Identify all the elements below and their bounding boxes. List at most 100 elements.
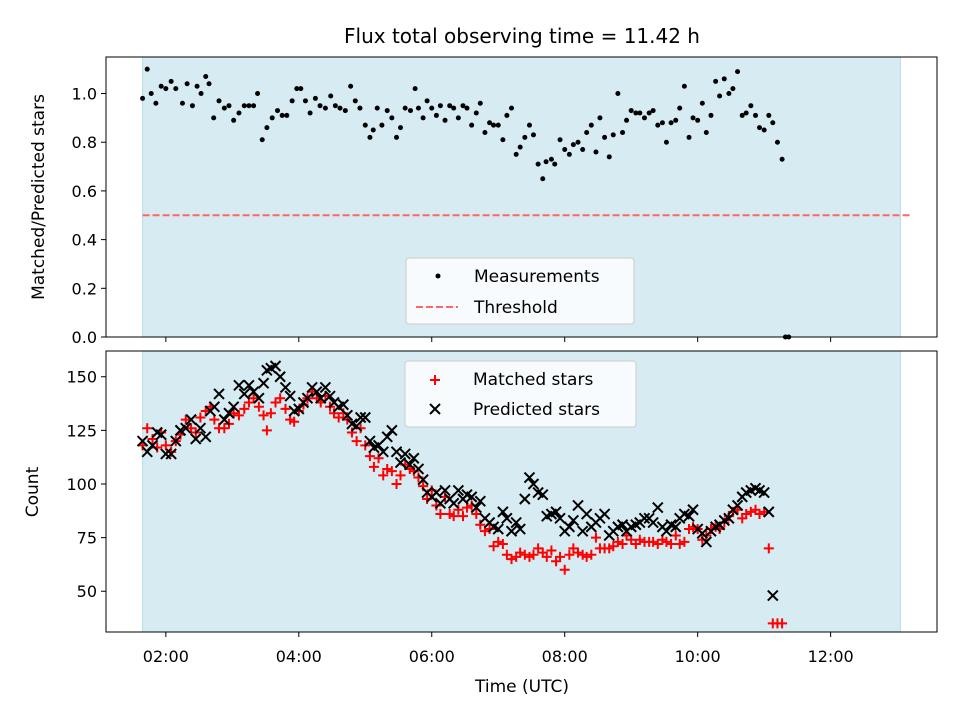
measurement-point	[198, 91, 204, 97]
measurement-point	[294, 86, 300, 92]
predicted-star-point	[194, 422, 207, 434]
measurement-point	[735, 69, 741, 75]
matched-star-point	[239, 403, 250, 414]
measurement-point	[686, 134, 692, 140]
measurement-point	[255, 91, 261, 97]
predicted-star-points	[136, 360, 779, 602]
measurement-point	[530, 132, 536, 138]
measurement-point	[713, 78, 719, 84]
measurement-point	[352, 98, 358, 104]
measurement-point	[610, 132, 616, 138]
predicted-star-point	[652, 501, 664, 514]
measurement-point	[500, 137, 506, 143]
predicted-star-point	[465, 491, 478, 503]
measurement-point	[357, 105, 363, 111]
matched-star-point	[368, 461, 379, 472]
legend-plus-glyph	[430, 375, 440, 385]
measurement-point	[221, 105, 227, 111]
measurement-point	[774, 139, 780, 145]
measurement-point	[588, 122, 594, 128]
measurement-point	[342, 108, 348, 114]
predicted-star-point	[567, 514, 580, 527]
measurement-point	[328, 93, 334, 99]
predicted-star-point	[616, 519, 629, 531]
predicted-star-point	[279, 381, 292, 394]
predicted-star-point	[170, 435, 182, 447]
y-tick-label: 125	[66, 421, 97, 440]
matched-star-point	[160, 440, 171, 451]
measurement-point	[487, 120, 493, 126]
measurement-point	[332, 103, 338, 109]
measurement-point	[370, 127, 376, 133]
predicted-star-point	[381, 431, 393, 443]
legend-predicted-label: Predicted stars	[473, 400, 600, 420]
measurement-point	[173, 86, 179, 92]
measurement-point	[708, 112, 714, 118]
matched-star-point	[515, 547, 526, 558]
chart-title: Flux total observing time = 11.42 h	[344, 24, 700, 48]
measurement-point	[491, 122, 497, 128]
matched-star-point	[280, 403, 291, 414]
measurement-point	[593, 149, 599, 155]
measurement-point	[429, 105, 435, 111]
measurement-point	[543, 159, 549, 165]
measurement-point	[424, 98, 430, 104]
measurement-point	[312, 95, 318, 101]
predicted-star-point	[523, 471, 536, 484]
measurement-point	[379, 122, 385, 128]
matched-star-point	[275, 393, 286, 404]
measurement-point	[677, 105, 683, 111]
matched-star-point	[528, 549, 539, 560]
predicted-star-point	[497, 506, 509, 518]
predicted-star-point	[723, 512, 735, 525]
measurement-point	[690, 115, 696, 121]
legend-measurements-label: Measurements	[474, 267, 600, 287]
measurement-point	[624, 117, 630, 123]
y-tick-label: 0.8	[72, 133, 97, 152]
predicted-star-point	[514, 523, 526, 535]
matched-star-point	[386, 466, 397, 477]
measurement-point	[779, 156, 785, 162]
measurement-point	[584, 129, 590, 135]
measurement-point	[302, 98, 308, 104]
predicted-star-point	[218, 413, 231, 426]
measurement-point	[526, 122, 532, 128]
predicted-star-point	[337, 398, 350, 411]
x-tick-label: 08:00	[542, 647, 588, 666]
measurement-point	[179, 100, 185, 106]
predicted-star-point	[350, 420, 363, 432]
measurement-point	[766, 112, 772, 118]
matched-star-point	[484, 524, 495, 535]
legend-threshold-label: Threshold	[473, 298, 558, 318]
measurement-point	[144, 66, 150, 72]
measurement-point	[739, 112, 745, 118]
measurement-point	[307, 110, 313, 116]
predicted-star-point	[257, 377, 270, 389]
top-x-ticks	[165, 337, 832, 342]
matched-star-point	[546, 545, 557, 556]
predicted-star-point	[537, 489, 549, 501]
bottom-axes-frame	[105, 350, 938, 633]
predicted-star-point	[417, 473, 429, 486]
matched-star-point	[670, 530, 681, 541]
predicted-star-point	[550, 506, 562, 518]
predicted-star-point	[233, 379, 245, 392]
y-tick-label: 0.6	[72, 182, 97, 201]
matched-star-point	[391, 478, 402, 489]
measurement-point	[384, 108, 390, 114]
predicted-star-point	[301, 392, 314, 404]
top-legend: Measurements Threshold	[405, 257, 635, 325]
measurement-point	[259, 137, 265, 143]
measurement-point	[562, 147, 568, 153]
matched-star-point	[382, 463, 393, 474]
measurement-point	[140, 95, 146, 101]
predicted-star-point	[670, 521, 682, 533]
x-tick-label: 02:00	[143, 647, 189, 666]
matched-star-point	[586, 549, 597, 560]
y-tick-label: 1.0	[72, 85, 97, 104]
measurement-point	[548, 156, 554, 162]
measurement-point	[517, 144, 523, 150]
predicted-star-point	[452, 484, 465, 497]
matched-star-point	[634, 534, 645, 545]
measurement-point	[469, 122, 475, 128]
